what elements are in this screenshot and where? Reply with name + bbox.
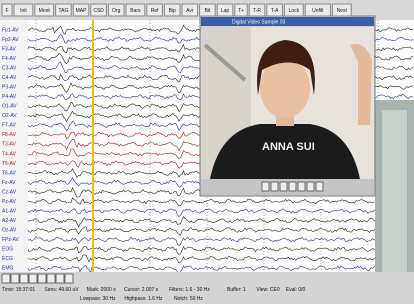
toolbar-button-label: Org [112, 8, 121, 14]
toolbar-button-label: T-A [271, 8, 279, 14]
status-field: View: CE0 [256, 287, 279, 293]
status-field: Filters: 1.6 - 30 Hz [169, 287, 210, 293]
toolbar-button-label: TAG [58, 8, 68, 14]
channel-label: F4-AV [2, 56, 16, 62]
channel-label: EOG [2, 247, 13, 253]
toolbar-button-label: Bars [130, 8, 141, 14]
background-photo-detail [382, 110, 407, 300]
screen: Digital Video Sample 03 ANNA SUI Time: 1… [0, 0, 414, 304]
channel-label: T6-AV [2, 170, 16, 176]
toolbar-button-label: Next [337, 8, 348, 14]
nav-button[interactable] [2, 274, 10, 283]
video-button[interactable] [307, 182, 314, 191]
status-field: Time: 15:37:01 [2, 287, 35, 293]
toolbar-button-label: CSD [93, 8, 104, 14]
status-field: Highpass: 1.6 Hz [124, 296, 163, 302]
nav-button[interactable] [56, 274, 64, 283]
nav-button[interactable] [20, 274, 28, 283]
nav-button[interactable] [38, 274, 46, 283]
video-button[interactable] [262, 182, 269, 191]
nav-button[interactable] [29, 274, 37, 283]
channel-label: C4-AV [2, 75, 17, 81]
toolbar-button-label: Unfilt [312, 8, 324, 14]
video-button[interactable] [289, 182, 296, 191]
nav-button[interactable] [11, 274, 19, 283]
video-button[interactable] [280, 182, 287, 191]
channel-label: T4-AV [2, 151, 16, 157]
video-title: Digital Video Sample 03 [232, 20, 285, 26]
video-button[interactable] [271, 182, 278, 191]
channel-label: P4-AV [2, 94, 17, 100]
channel-label: EMG [2, 266, 14, 272]
channel-label: F7-AV [2, 123, 16, 129]
channel-label: FPz-AV [2, 237, 20, 243]
status-field: Mark: 2000 s [87, 287, 116, 293]
status-field: Sens: 49.60 uV [44, 287, 79, 293]
channel-label: Cz-AV [2, 189, 17, 195]
video-button[interactable] [298, 182, 305, 191]
toolbar-button-label: Bip [169, 8, 176, 14]
channel-label: C3-AV [2, 65, 17, 71]
status-field: Lowpass: 30 Hz [80, 296, 116, 302]
channel-label: F3-AV [2, 46, 16, 52]
channel-label: A2-AV [2, 218, 17, 224]
channel-label: T3-AV [2, 142, 16, 148]
channel-label: F8-AV [2, 132, 16, 138]
toolbar-button-label: Ref [151, 8, 159, 14]
toolbar-button-label: T+ [238, 8, 244, 14]
toolbar-button-label: Lap [221, 8, 230, 14]
nav-button[interactable] [47, 274, 55, 283]
channel-label: T5-AV [2, 161, 16, 167]
channel-label: O1-AV [2, 104, 17, 110]
toolbar-button-label: Mont [39, 8, 51, 14]
status-field: Notch: 50 Hz [174, 296, 203, 302]
channel-label: ECG [2, 256, 13, 262]
toolbar-button-label: T-R [253, 8, 261, 14]
toolbar-button-label: Avr [186, 8, 194, 14]
channel-label: Fz-AV [2, 180, 16, 186]
channel-label: Oz-AV [2, 228, 17, 234]
toolbar-button-label: F [5, 8, 8, 14]
toolbar-button-label: MAP [76, 8, 88, 14]
channel-label: Fp1-AV [2, 27, 19, 33]
shirt-text: ANNA SUI [262, 141, 315, 153]
channel-label: Fp2-AV [2, 37, 19, 43]
video-window: Digital Video Sample 03 ANNA SUI [200, 16, 375, 196]
toolbar-button-label: Lock [289, 8, 300, 14]
video-titlebar [201, 17, 374, 26]
status-field: Cursor: 2.007 s [124, 287, 159, 293]
channel-label: P3-AV [2, 85, 17, 91]
status-field: Buffer: 1 [227, 287, 246, 293]
nav-button[interactable] [65, 274, 73, 283]
toolbar-button-label: Bit [204, 8, 210, 14]
channel-label: A1-AV [2, 209, 17, 215]
channel-label: O2-AV [2, 113, 17, 119]
video-button[interactable] [316, 182, 323, 191]
toolbar-button-label: Init [20, 8, 27, 14]
channel-label: Pz-AV [2, 199, 16, 205]
status-field: Eval: 0/0 [286, 287, 306, 293]
eeg-app: Digital Video Sample 03 ANNA SUI Time: 1… [0, 0, 414, 304]
